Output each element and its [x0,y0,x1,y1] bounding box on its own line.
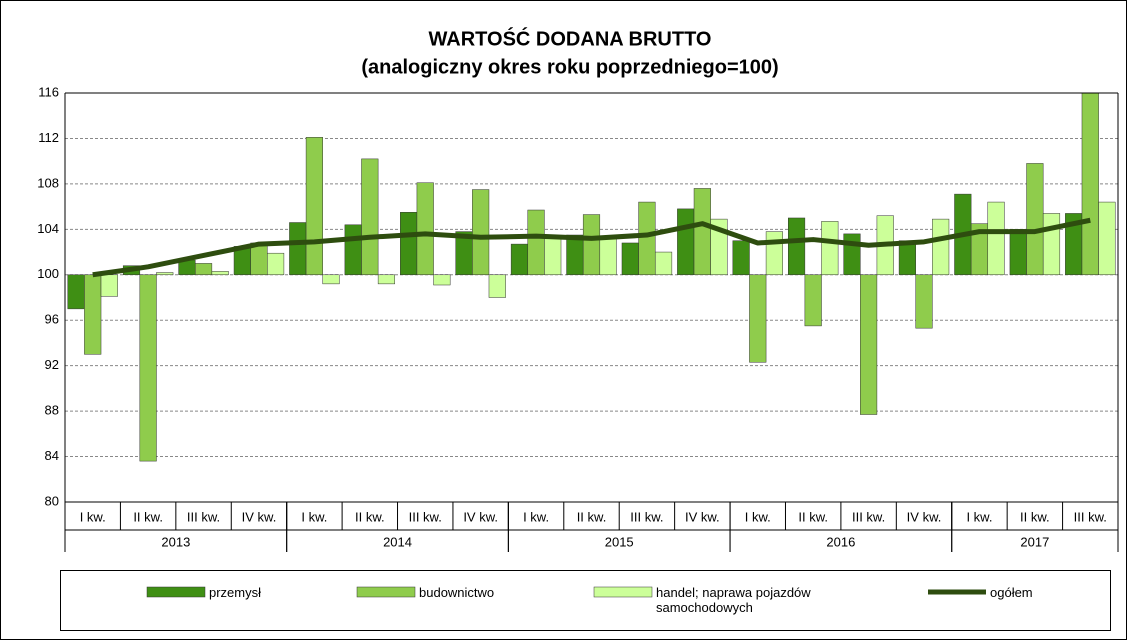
chart-subtitle: (analogiczny okres roku poprzedniego=100… [361,56,778,78]
plot [67,93,1116,462]
legend-box [60,570,1111,631]
bar [322,274,340,285]
bar [749,274,767,363]
bar [654,251,673,276]
y-tick-label: 92 [45,357,59,372]
x-tick-label: IV kw. [685,509,720,524]
x-tick-label: I kw. [523,509,549,524]
x-tick-label: II kw. [1020,509,1050,524]
bar [1009,229,1027,276]
bar [544,237,562,276]
bar [765,231,783,276]
bar [433,274,451,286]
legend-label: przemysł [209,585,262,600]
bar [566,234,584,276]
bar [898,240,916,276]
x-tick-label: III kw. [1074,509,1107,524]
y-tick-label: 104 [37,221,59,236]
x-tick-label: III kw. [630,509,663,524]
bar [1026,163,1044,276]
y-tick-label: 116 [38,84,59,99]
y-tick-label: 112 [38,130,59,145]
x-tick-label: I kw. [966,509,992,524]
year-label: 2014 [383,534,412,549]
bar [400,212,418,276]
bar [582,214,601,276]
bar [211,271,229,276]
bar [638,201,656,276]
bar [267,252,285,276]
bar [156,272,174,276]
x-tick-label: II kw. [355,509,385,524]
bar [1098,201,1116,276]
legend-label: budownictwo [419,585,495,600]
bar [305,137,323,276]
x-tick-label: I kw. [745,509,771,524]
bar [621,242,639,276]
bar [527,209,545,276]
bar [821,221,839,276]
legend-label: ogółem [990,585,1033,600]
bar [599,237,617,276]
bar [289,222,307,276]
legend-label: handel; naprawa pojazdów samochodowych [656,585,811,615]
bar [787,217,806,276]
bar [361,158,379,276]
year-label: 2016 [826,534,855,549]
y-tick-label: 100 [37,266,59,281]
bar [1081,93,1099,276]
y-tick-label: 108 [37,175,59,190]
bar [100,274,118,297]
bar [732,240,750,276]
bar [693,188,711,276]
legend-swatch [146,586,206,598]
y-tick-label: 88 [45,403,59,418]
x-tick-label: III kw. [409,509,442,524]
year-label: 2013 [161,534,190,549]
bar [677,208,695,276]
bar [67,274,85,310]
y-tick-label: 84 [45,448,59,463]
x-tick-label: II kw. [133,509,163,524]
bar [860,274,878,415]
x-tick-label: III kw. [187,509,220,524]
bar [139,274,157,462]
bar [1042,213,1061,276]
year-label: 2017 [1020,534,1049,549]
bar [344,224,362,276]
x-tick-label: I kw. [80,509,106,524]
chart-title: WARTOŚĆ DODANA BRUTTO [429,26,712,50]
x-tick-label: II kw. [577,509,607,524]
legend-swatch [356,586,416,598]
year-label: 2015 [605,534,634,549]
bar [194,263,213,276]
bar [472,189,490,276]
x-tick-label: I kw. [301,509,327,524]
legend-swatch [593,586,653,598]
bar [377,274,396,285]
bar [932,218,950,276]
line [92,217,1091,278]
y-tick-label: 80 [45,493,59,508]
bar [510,243,529,276]
x-tick-label: IV kw. [463,509,498,524]
bar [416,182,434,276]
x-tick-label: II kw. [798,509,828,524]
x-tick-label: IV kw. [907,509,942,524]
y-tick-label: 96 [45,312,59,327]
bar [915,274,933,329]
bar [488,274,506,298]
x-tick-label: IV kw. [242,509,277,524]
x-tick-label: III kw. [852,509,885,524]
bar [804,274,822,327]
bar [84,274,102,355]
bar [843,233,861,276]
bar [987,201,1005,276]
